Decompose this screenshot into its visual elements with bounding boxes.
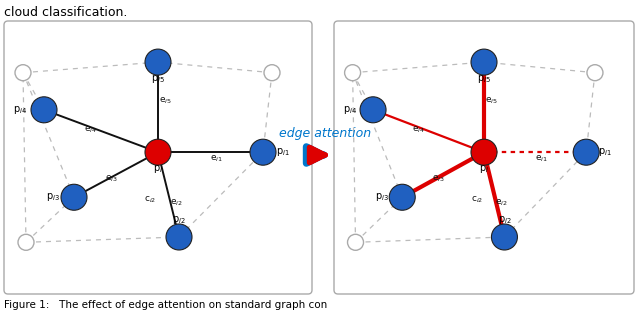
Text: p$_{i3}$: p$_{i3}$ <box>375 191 389 203</box>
Text: e$_{i1}$: e$_{i1}$ <box>535 154 547 164</box>
Text: p$_{i3}$: p$_{i3}$ <box>46 191 60 203</box>
Circle shape <box>345 65 360 81</box>
Circle shape <box>145 49 171 75</box>
Text: e$_{i5}$: e$_{i5}$ <box>485 95 498 106</box>
Text: p$_{i1}$: p$_{i1}$ <box>598 146 612 158</box>
Text: c$_{i2}$: c$_{i2}$ <box>471 195 483 205</box>
Circle shape <box>587 65 603 81</box>
Text: edge attention: edge attention <box>279 127 371 140</box>
Text: p$_{i2}$: p$_{i2}$ <box>498 214 511 226</box>
Text: p$_i$: p$_i$ <box>153 163 163 176</box>
Text: cloud classification.: cloud classification. <box>4 6 128 19</box>
Circle shape <box>348 234 364 250</box>
Text: e$_{i2}$: e$_{i2}$ <box>170 198 182 208</box>
Circle shape <box>264 65 280 81</box>
Text: p$_{i4}$: p$_{i4}$ <box>343 104 357 116</box>
Circle shape <box>250 139 276 165</box>
Text: e$_{i3}$: e$_{i3}$ <box>105 174 118 184</box>
Circle shape <box>166 224 192 250</box>
Text: e$_{i5}$: e$_{i5}$ <box>159 95 172 106</box>
Text: e$_{i4}$: e$_{i4}$ <box>412 124 425 135</box>
Circle shape <box>573 139 599 165</box>
FancyBboxPatch shape <box>334 21 634 294</box>
Circle shape <box>18 234 34 250</box>
Circle shape <box>471 139 497 165</box>
Text: p$_{i5}$: p$_{i5}$ <box>151 73 165 85</box>
Circle shape <box>389 184 415 210</box>
Text: p$_{i2}$: p$_{i2}$ <box>172 214 186 226</box>
Text: p$_{i5}$: p$_{i5}$ <box>477 73 491 85</box>
Text: p$_i$: p$_i$ <box>479 163 489 176</box>
Text: Figure 1:   The effect of edge attention on standard graph con: Figure 1: The effect of edge attention o… <box>4 300 327 310</box>
Circle shape <box>471 49 497 75</box>
Text: p$_{i1}$: p$_{i1}$ <box>276 146 290 158</box>
Circle shape <box>491 224 517 250</box>
Circle shape <box>61 184 87 210</box>
Circle shape <box>145 139 171 165</box>
Circle shape <box>15 65 31 81</box>
FancyBboxPatch shape <box>4 21 312 294</box>
Text: e$_{i4}$: e$_{i4}$ <box>84 124 97 135</box>
Text: e$_{i1}$: e$_{i1}$ <box>210 154 223 164</box>
Text: e$_{i2}$: e$_{i2}$ <box>495 198 508 208</box>
Text: p$_{i4}$: p$_{i4}$ <box>13 104 27 116</box>
Text: c$_{i2}$: c$_{i2}$ <box>144 195 156 205</box>
Text: e$_{i3}$: e$_{i3}$ <box>433 174 445 184</box>
Circle shape <box>31 97 57 123</box>
Circle shape <box>360 97 386 123</box>
